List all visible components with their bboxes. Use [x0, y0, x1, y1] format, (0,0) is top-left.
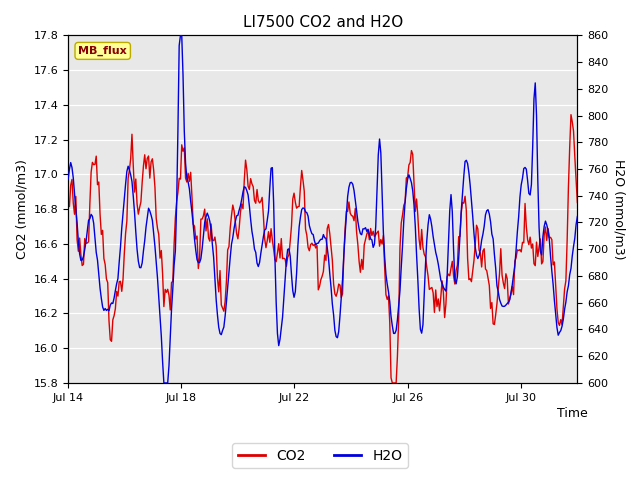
- Y-axis label: CO2 (mmol/m3): CO2 (mmol/m3): [15, 159, 28, 259]
- Text: MB_flux: MB_flux: [78, 46, 127, 56]
- Y-axis label: H2O (mmol/m3): H2O (mmol/m3): [612, 159, 625, 259]
- Legend: CO2, H2O: CO2, H2O: [232, 443, 408, 468]
- Title: LI7500 CO2 and H2O: LI7500 CO2 and H2O: [243, 15, 403, 30]
- X-axis label: Time: Time: [557, 407, 588, 420]
